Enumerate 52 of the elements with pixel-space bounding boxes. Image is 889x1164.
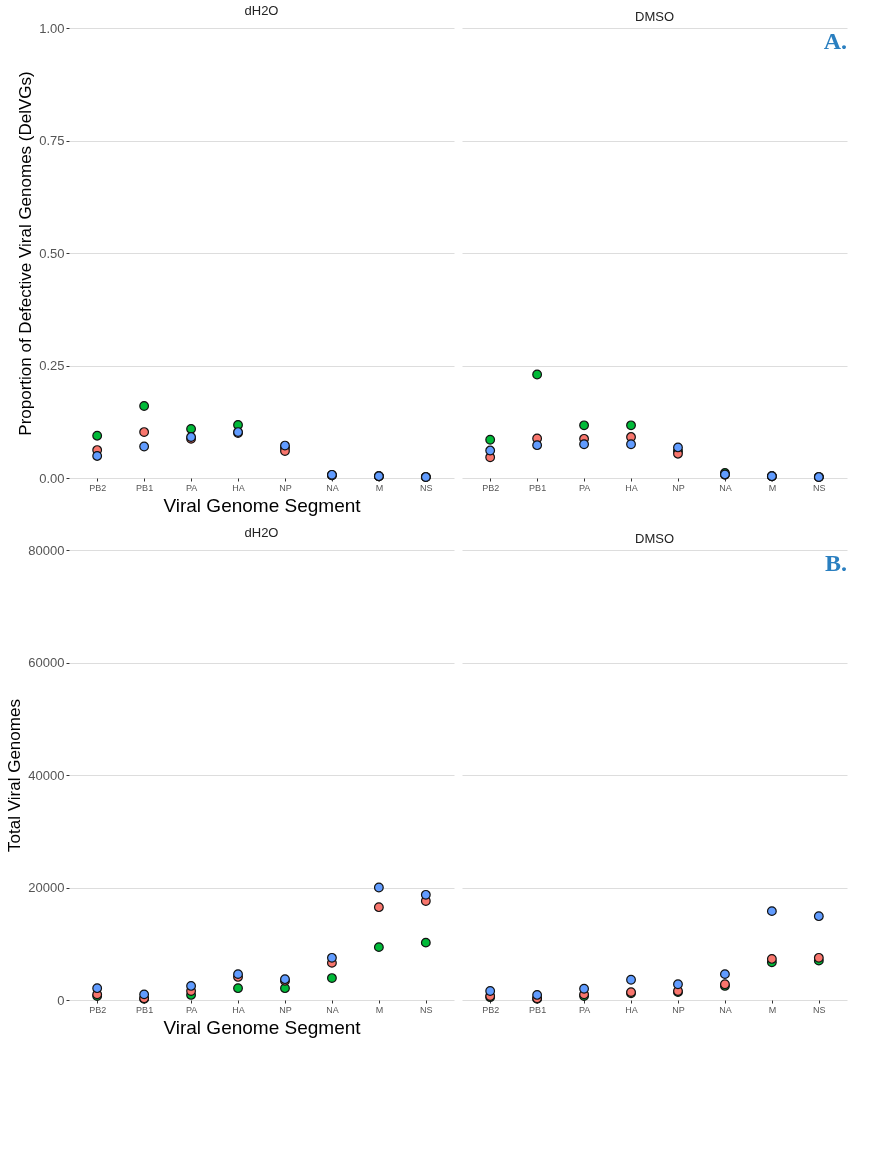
annotation: B. — [824, 550, 847, 576]
x-tick-label: M — [375, 482, 384, 493]
x-tick-label: PB1 — [529, 482, 547, 493]
x-tick-label: PA — [185, 482, 198, 493]
x-tick-label: PB1 — [136, 482, 154, 493]
x-tick-label: M — [768, 1004, 777, 1015]
x-tick-label: NA — [719, 482, 732, 493]
y-tick-label: 0 — [57, 992, 65, 1008]
x-tick-label: HA — [625, 482, 638, 493]
x-tick-label: NS — [420, 482, 433, 493]
x-tick-label: NS — [813, 1004, 826, 1015]
x-tick-label: HA — [232, 482, 245, 493]
x-tick-label: NP — [279, 1004, 292, 1015]
x-tick-label: PB2 — [89, 482, 107, 493]
x-tick-label: NP — [279, 482, 292, 493]
x-tick-label: PB1 — [136, 1004, 154, 1015]
x-tick-label: PA — [185, 1004, 198, 1015]
annotation: A. — [823, 28, 847, 54]
y-tick-label: 0.00 — [39, 470, 65, 486]
y-tick-label: 0.75 — [39, 133, 65, 148]
x-tick-label: NS — [420, 1004, 433, 1015]
chart-title: dH2O — [244, 525, 279, 540]
x-tick-label: NA — [326, 482, 339, 493]
x-tick-label: NA — [326, 1004, 339, 1015]
y-tick-label: 20000 — [28, 880, 65, 895]
x-axis-title: Viral Genome Segment — [163, 1016, 362, 1038]
chart-title: DMSO — [635, 9, 674, 24]
y-axis-title: Total Viral Genomes — [5, 699, 25, 852]
chart-title: dH2O — [244, 3, 279, 18]
x-tick-label: PB2 — [89, 1004, 107, 1015]
x-axis-title: Viral Genome Segment — [163, 494, 362, 516]
x-tick-label: PB1 — [529, 1004, 547, 1015]
x-tick-label: M — [375, 1004, 384, 1015]
x-tick-label: NA — [719, 1004, 732, 1015]
x-tick-label: NS — [813, 482, 826, 493]
x-tick-label: PB2 — [482, 1004, 500, 1015]
x-tick-label: PA — [578, 1004, 591, 1015]
y-tick-label: 40000 — [28, 767, 65, 783]
y-tick-label: 80000 — [28, 542, 65, 558]
x-tick-label: NP — [672, 482, 685, 493]
y-axis-title: Proportion of Defective Viral Genomes (DelVGs) — [16, 71, 36, 436]
x-tick-label: PA — [578, 482, 591, 493]
chart-title: DMSO — [635, 531, 674, 546]
y-tick-label: 60000 — [28, 655, 65, 670]
y-tick-label: 0.50 — [39, 245, 65, 261]
x-tick-label: PB2 — [482, 482, 500, 493]
y-tick-label: 0.25 — [39, 358, 65, 373]
x-tick-label: HA — [625, 1004, 638, 1015]
y-tick-label: 1.00 — [39, 20, 65, 36]
x-tick-label: NP — [672, 1004, 685, 1015]
x-tick-label: M — [768, 482, 777, 493]
x-tick-label: HA — [232, 1004, 245, 1015]
